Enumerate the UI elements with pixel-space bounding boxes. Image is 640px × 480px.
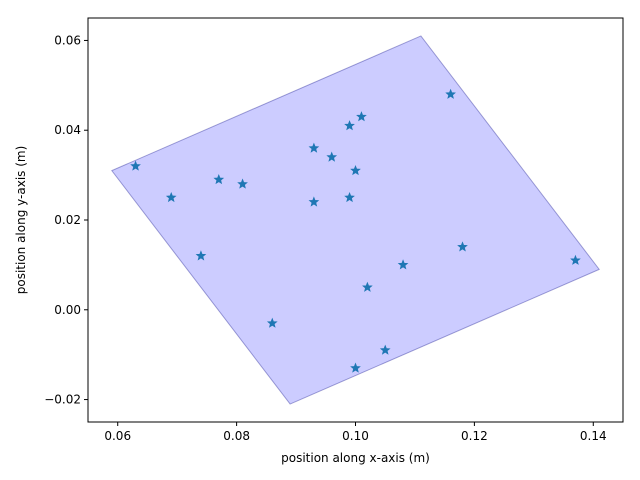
y-tick-label-2: 0.02 [54, 213, 81, 227]
data-point-0 [130, 160, 141, 171]
hull-layer [110, 35, 601, 405]
hull-polygon [110, 35, 601, 405]
data-point-6 [308, 142, 320, 153]
y-tick-label-1: 0.00 [54, 303, 81, 317]
x-axis-ticks: 0.06 0.08 0.10 0.12 0.14 [104, 422, 607, 443]
data-point-9 [344, 120, 355, 131]
data-point-8 [326, 151, 338, 162]
points-layer [130, 88, 581, 373]
data-point-16 [397, 259, 409, 270]
data-point-3 [213, 173, 225, 185]
y-axis-label: position along y-axis (m) [14, 146, 28, 295]
data-point-12 [350, 362, 361, 373]
data-point-13 [356, 111, 367, 122]
y-axis-ticks: −0.02 0.00 0.02 0.04 0.06 [44, 33, 88, 407]
data-point-10 [344, 191, 355, 203]
y-tick-label-3: 0.04 [54, 123, 81, 137]
x-axis-label: position along x-axis (m) [281, 451, 430, 465]
plot-area [88, 18, 623, 422]
data-point-7 [308, 196, 320, 207]
data-point-5 [266, 317, 278, 328]
y-tick-label-4: 0.06 [54, 33, 81, 47]
x-tick-label-2: 0.10 [342, 429, 369, 443]
x-tick-label-4: 0.14 [580, 429, 607, 443]
data-point-14 [362, 281, 373, 292]
data-point-15 [379, 344, 391, 355]
data-point-18 [457, 241, 468, 252]
data-point-19 [570, 254, 581, 265]
data-point-11 [350, 165, 361, 176]
x-tick-label-3: 0.12 [461, 429, 488, 443]
data-point-4 [237, 178, 248, 189]
y-tick-label-0: −0.02 [44, 393, 81, 407]
data-point-2 [195, 250, 207, 261]
data-point-17 [445, 88, 456, 99]
x-tick-label-0: 0.06 [104, 429, 131, 443]
x-tick-label-1: 0.08 [223, 429, 250, 443]
data-point-1 [165, 191, 177, 203]
